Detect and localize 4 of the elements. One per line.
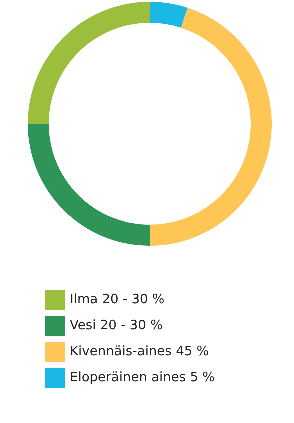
legend-label: Eloperäinen aines 5 % xyxy=(70,370,216,386)
legend-label: Kivennäis-aines 45 % xyxy=(70,344,210,360)
legend-label: Vesi 20 - 30 % xyxy=(70,318,163,334)
legend-label: Ilma 20 - 30 % xyxy=(70,292,165,308)
